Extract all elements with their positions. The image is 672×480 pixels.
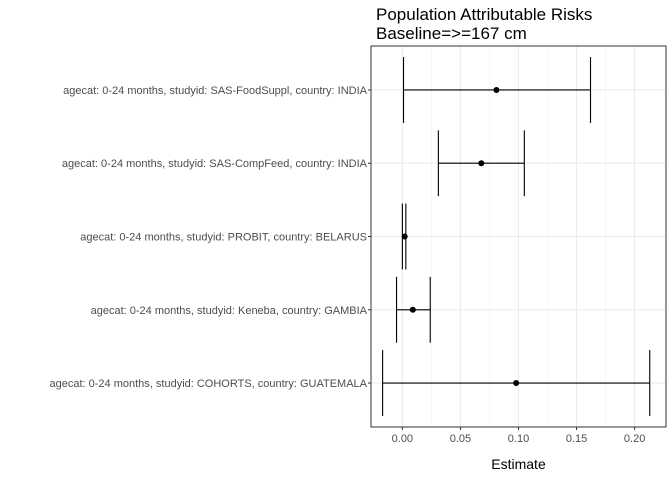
x-tick-label: 0.00 [392, 433, 413, 445]
x-tick-label: 0.20 [624, 433, 645, 445]
y-tick-label: agecat: 0-24 months, studyid: SAS-CompFe… [62, 158, 368, 170]
estimate-row [382, 350, 651, 417]
estimate-row [401, 203, 408, 270]
y-tick-label: agecat: 0-24 months, studyid: Keneba, co… [91, 305, 368, 317]
estimate-point [478, 160, 485, 167]
x-tick-label: 0.05 [450, 433, 471, 445]
estimate-point [493, 86, 500, 93]
estimate-row [437, 130, 525, 197]
estimate-point [401, 233, 408, 240]
x-axis-label: Estimate [491, 456, 546, 472]
y-tick-label: agecat: 0-24 months, studyid: SAS-FoodSu… [63, 85, 368, 97]
x-tick-label: 0.10 [508, 433, 529, 445]
y-tick-label: agecat: 0-24 months, studyid: COHORTS, c… [50, 378, 368, 390]
chart-title: Population Attributable Risks [376, 5, 592, 24]
x-tick-labels: 0.00 0.05 0.10 0.15 0.20 [392, 427, 645, 445]
x-tick-label: 0.15 [566, 433, 587, 445]
y-tick-label: agecat: 0-24 months, studyid: PROBIT, co… [80, 232, 367, 244]
estimate-point [513, 380, 520, 387]
y-tick-labels: agecat: 0-24 months, studyid: SAS-FoodSu… [50, 85, 371, 390]
chart-subtitle: Baseline=>=167 cm [376, 24, 527, 43]
estimate-row [396, 276, 431, 343]
estimate-marks [382, 56, 651, 417]
estimate-row [402, 56, 592, 123]
estimate-point [409, 306, 416, 313]
